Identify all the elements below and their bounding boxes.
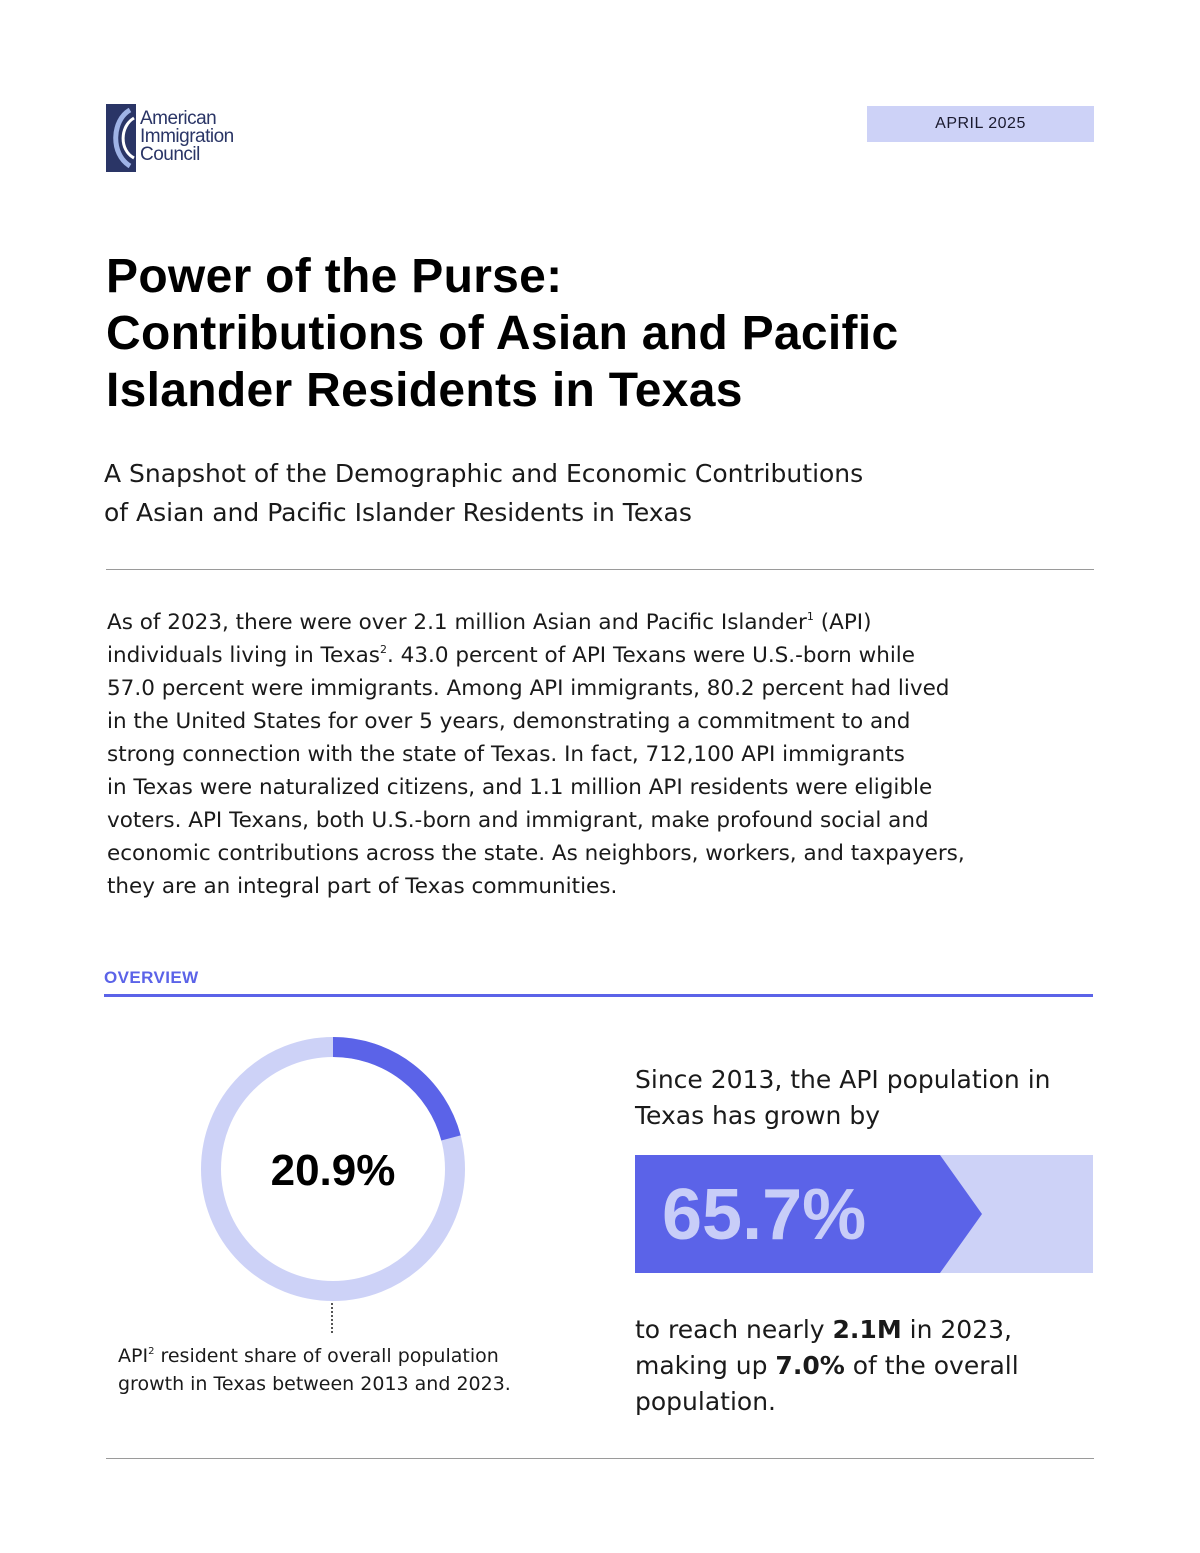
intro-line: strong connection with the state of Texa… <box>107 742 905 767</box>
logo-line-2: Immigration <box>140 126 234 147</box>
outro-text: making up <box>635 1351 776 1380</box>
logo-line-1: American <box>140 108 217 129</box>
outro-bold: 7.0% <box>775 1351 845 1380</box>
intro-line: voters. API Texans, both U.S.-born and i… <box>107 808 929 833</box>
growth-outro-line: population. <box>635 1387 776 1416</box>
growth-arrow-graphic <box>635 1155 1093 1273</box>
date-badge: APRIL 2025 <box>867 106 1094 142</box>
divider <box>106 1458 1094 1459</box>
caption-text: API <box>118 1345 149 1367</box>
caption-line: growth in Texas between 2013 and 2023. <box>118 1373 511 1395</box>
logo-wordmark: American Immigration Council <box>140 108 234 165</box>
arrow-shape <box>635 1155 982 1273</box>
footnote-ref-2[interactable]: 2 <box>148 1346 155 1357</box>
intro-text: individuals living in Texas <box>107 643 380 668</box>
section-rule <box>104 994 1093 997</box>
page-subtitle: A Snapshot of the Demographic and Econom… <box>104 454 1104 532</box>
intro-line: in Texas were naturalized citizens, and … <box>107 775 933 800</box>
organization-logo: American Immigration Council <box>106 104 256 176</box>
caption-text: resident share of overall population <box>154 1345 499 1367</box>
growth-intro-line: Since 2013, the API population in <box>635 1065 1051 1094</box>
share-donut-chart <box>201 1037 465 1301</box>
logo-mark-icon <box>106 104 136 172</box>
intro-line: in the United States for over 5 years, d… <box>107 709 911 734</box>
donut-share-arc <box>332 1037 461 1141</box>
intro-paragraph: As of 2023, there were over 2.1 million … <box>107 606 1107 903</box>
growth-outro-line: making up 7.0% of the overall <box>635 1348 1105 1384</box>
logo-line-3: Council <box>140 144 200 165</box>
outro-bold: 2.1M <box>832 1315 902 1344</box>
intro-line: individuals living in Texas2. 43.0 perce… <box>107 639 1107 672</box>
footnote-ref-1[interactable]: 1 <box>806 610 814 623</box>
title-line-1: Power of the Purse: <box>106 250 563 303</box>
intro-line: economic contributions across the state.… <box>107 841 965 866</box>
subtitle-line-1: A Snapshot of the Demographic and Econom… <box>104 459 864 488</box>
outro-text: of the overall <box>844 1351 1019 1380</box>
donut-value: 20.9% <box>270 1146 396 1195</box>
outro-text: to reach nearly <box>635 1315 833 1344</box>
intro-text: (API) <box>813 610 872 635</box>
divider <box>106 569 1094 570</box>
growth-intro-line: Texas has grown by <box>635 1101 880 1130</box>
outro-text: in 2023, <box>901 1315 1012 1344</box>
footnote-ref-2[interactable]: 2 <box>380 643 387 656</box>
intro-text: . 43.0 percent of API Texans were U.S.-b… <box>387 643 916 668</box>
growth-value: 65.7% <box>662 1175 867 1255</box>
intro-line: 57.0 percent were immigrants. Among API … <box>107 676 950 701</box>
intro-text: As of 2023, there were over 2.1 million … <box>107 610 807 635</box>
growth-intro: Since 2013, the API population in Texas … <box>635 1062 1105 1134</box>
page-title: Power of the Purse: Contributions of Asi… <box>106 248 1106 419</box>
caption-line: API2 resident share of overall populatio… <box>118 1342 578 1370</box>
title-line-3: Islander Residents in Texas <box>106 364 743 417</box>
intro-line: they are an integral part of Texas commu… <box>107 874 618 899</box>
callout-connector <box>331 1303 333 1333</box>
intro-line: As of 2023, there were over 2.1 million … <box>107 606 1107 639</box>
growth-outro: to reach nearly 2.1M in 2023, making up … <box>635 1312 1105 1420</box>
growth-outro-line: to reach nearly 2.1M in 2023, <box>635 1312 1105 1348</box>
subtitle-line-2: of Asian and Pacific Islander Residents … <box>104 498 692 527</box>
donut-caption: API2 resident share of overall populatio… <box>118 1342 578 1398</box>
section-heading-overview: OVERVIEW <box>104 968 199 987</box>
title-line-2: Contributions of Asian and Pacific <box>106 307 899 360</box>
